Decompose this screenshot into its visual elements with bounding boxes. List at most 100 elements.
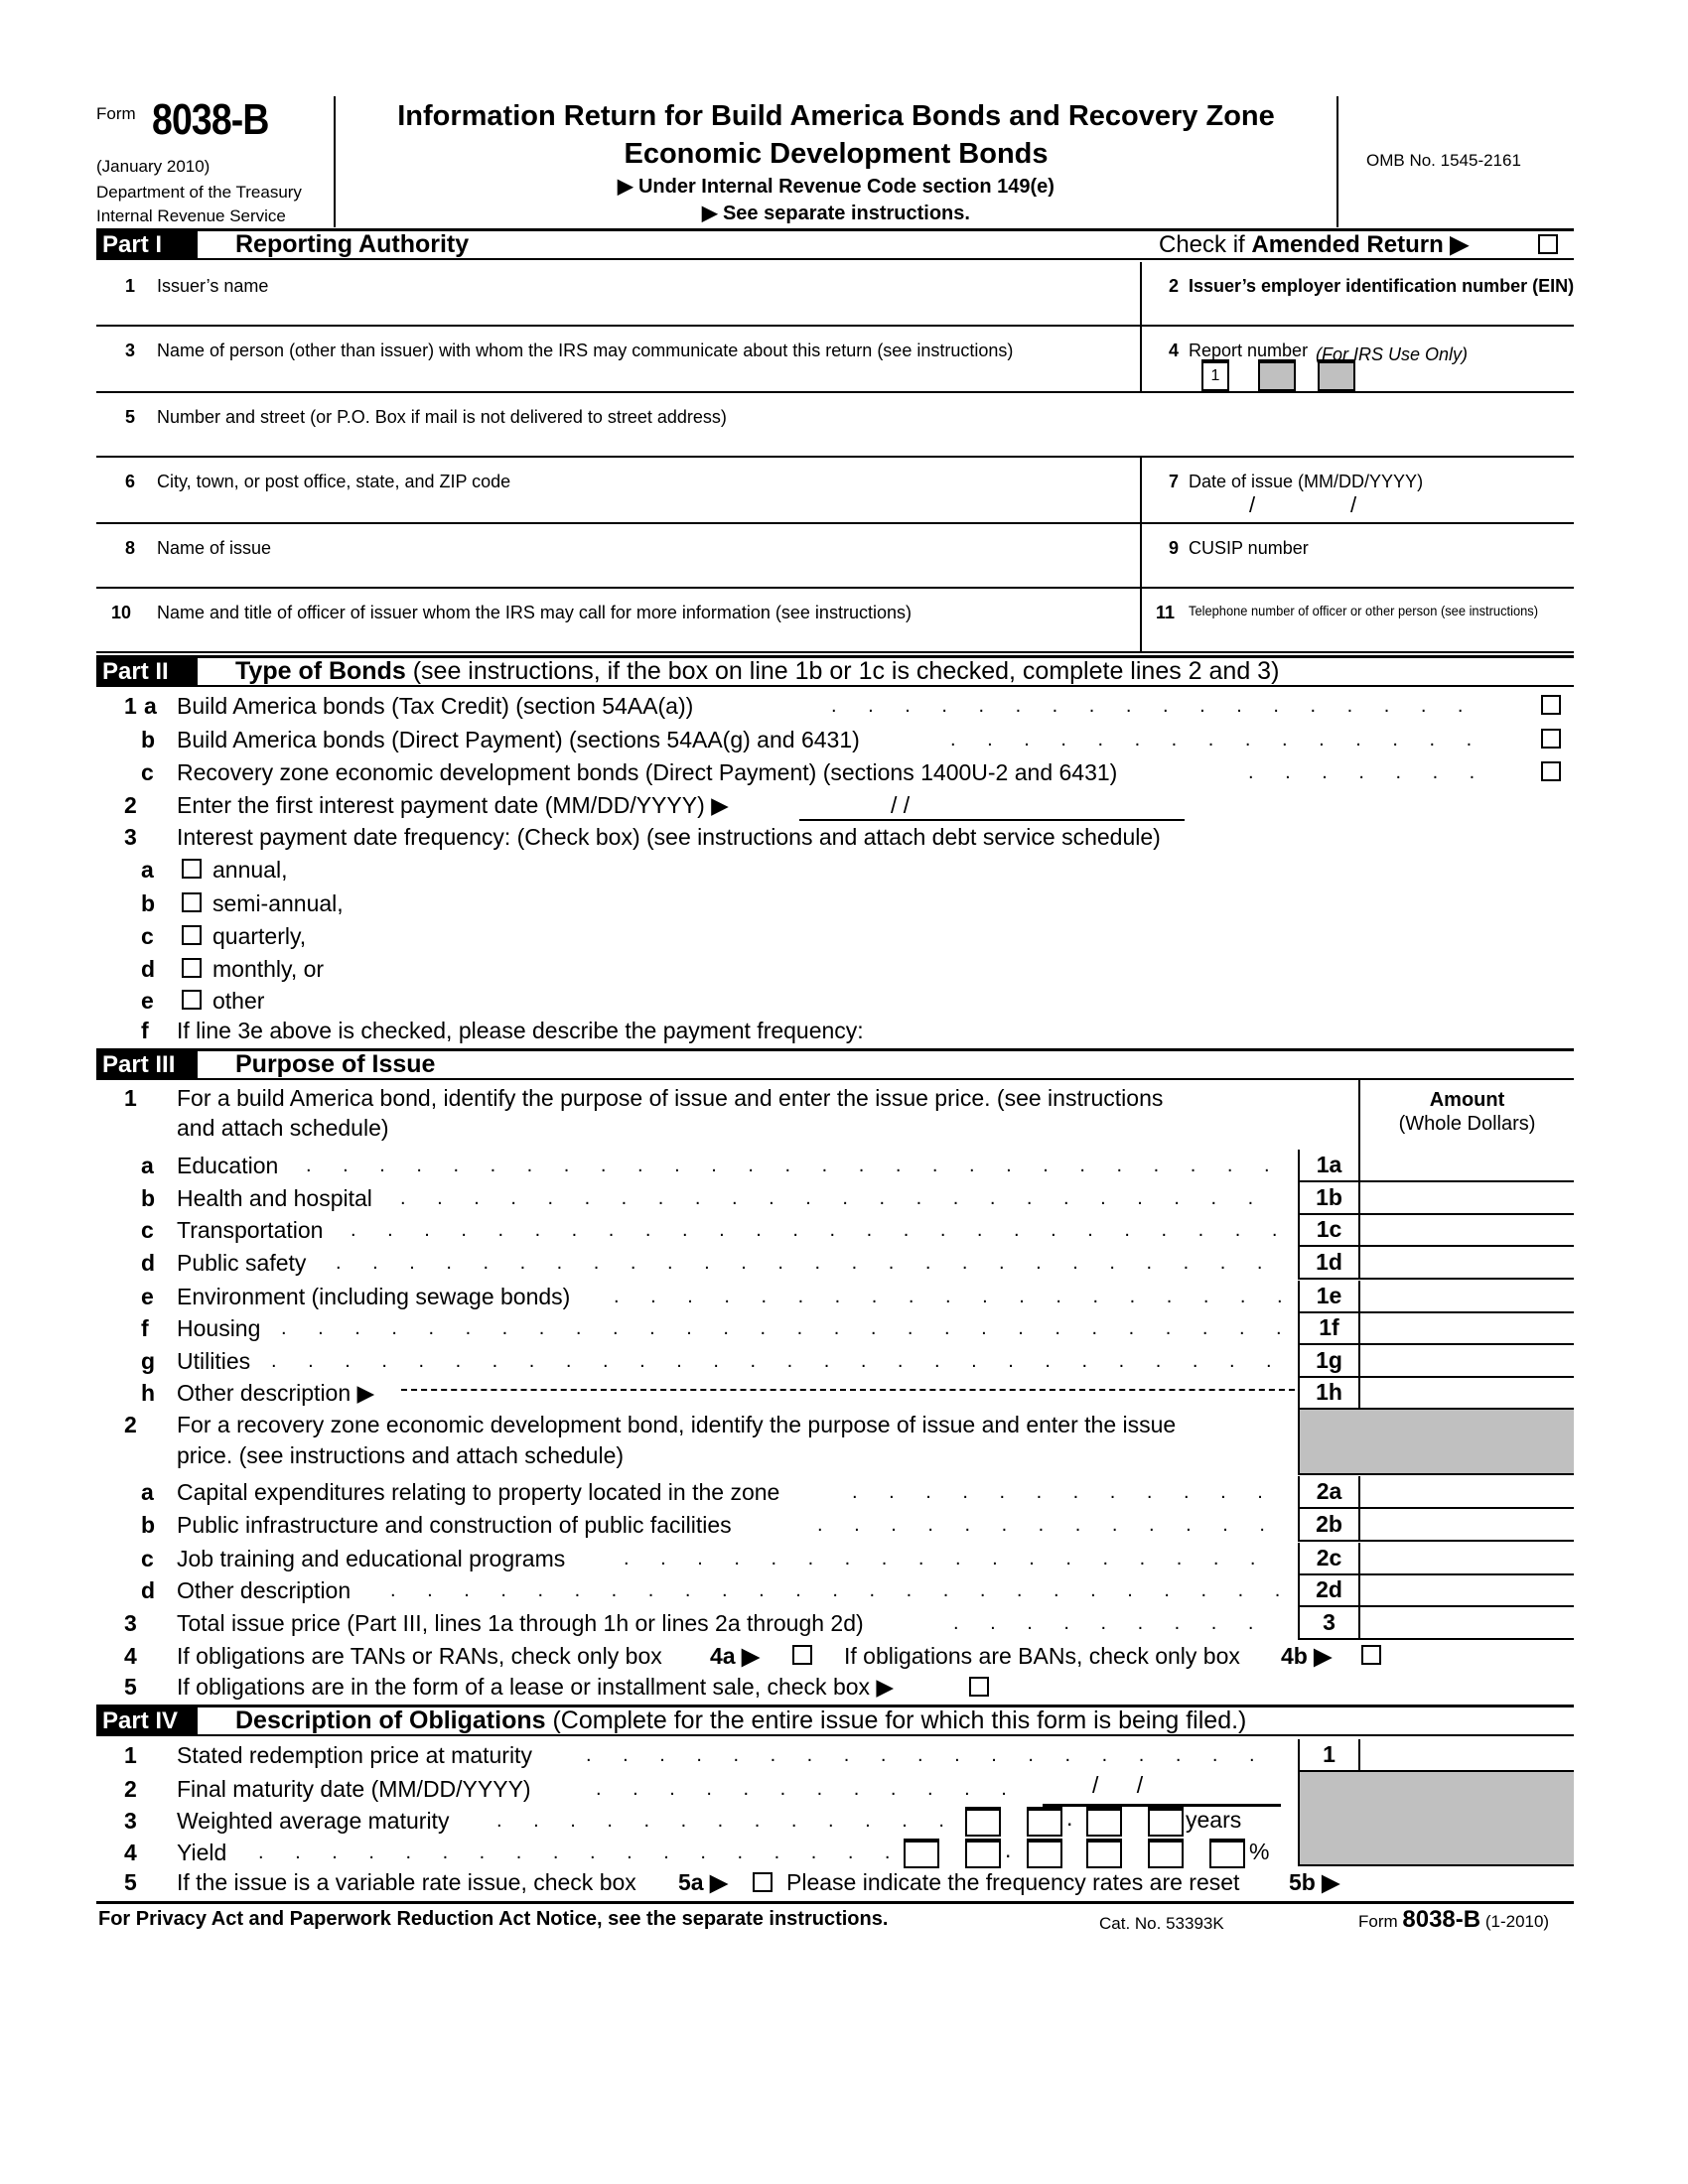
- field-number: 4: [1169, 341, 1180, 360]
- weighted-maturity-digit[interactable]: [965, 1807, 1001, 1837]
- reset-frequency-text: Please indicate the frequency rates are …: [786, 1869, 1240, 1895]
- purpose-row-2a: a Capital expenditures relating to proper…: [96, 1477, 1288, 1507]
- frequency-checkbox-annual[interactable]: [182, 859, 202, 879]
- line-text: Housing: [177, 1315, 261, 1341]
- line-number: 3: [124, 824, 137, 850]
- bans-checkbox-4b[interactable]: [1361, 1645, 1381, 1665]
- field-number: 3: [125, 341, 136, 360]
- bond-type-checkbox-b[interactable]: [1541, 729, 1561, 749]
- frequency-checkbox-quarterly[interactable]: [182, 925, 202, 945]
- yield-digit[interactable]: [904, 1839, 939, 1868]
- field-input-f10[interactable]: [157, 622, 1130, 649]
- line5-lease: 5 If obligations are in the form of a lea…: [96, 1672, 1288, 1702]
- part2-row: c Recovery zone economic development bond…: [96, 757, 1574, 787]
- box-4b-label: 4b ▶: [1281, 1643, 1332, 1669]
- field-number: 6: [125, 472, 136, 491]
- line-box-label: 2c: [1298, 1543, 1358, 1575]
- line-text: If the issue is a variable rate issue, c…: [177, 1869, 636, 1895]
- percent-unit: %: [1249, 1839, 1270, 1864]
- part2-title: Type of Bonds: [235, 657, 406, 685]
- line-text: Final maturity date (MM/DD/YYYY): [177, 1776, 531, 1802]
- redemption-price-input[interactable]: [1358, 1739, 1574, 1772]
- part4-header: Part IV Description of Obligations (Comp…: [96, 1705, 1574, 1736]
- yield-digit[interactable]: [1209, 1839, 1245, 1868]
- amended-prefix: Check if: [1159, 231, 1252, 258]
- amended-return-checkbox[interactable]: [1538, 234, 1558, 254]
- bond-type-checkbox-a[interactable]: [1541, 695, 1561, 715]
- field-input-f8[interactable]: [157, 558, 1130, 585]
- other-description-input[interactable]: [401, 1389, 1295, 1391]
- line-text: annual,: [212, 857, 288, 883]
- field-input-f6[interactable]: [157, 491, 1130, 520]
- purpose-intro-1-cont: and attach schedule): [96, 1113, 1288, 1143]
- dot-leader: . . . . . . . . . . . . . . . . . . . . …: [953, 1612, 1281, 1634]
- yield-digit[interactable]: [1086, 1839, 1122, 1868]
- agency: Internal Revenue Service: [96, 206, 286, 225]
- lease-checkbox[interactable]: [969, 1677, 989, 1697]
- field-input-f11[interactable]: [1152, 622, 1569, 649]
- field-label-f9: CUSIP number: [1189, 538, 1309, 558]
- yield-digit[interactable]: [965, 1839, 1001, 1868]
- field-input-f2[interactable]: [1152, 296, 1569, 323]
- weighted-maturity-row: 3 Weighted average maturity: [96, 1806, 1288, 1836]
- form-word: Form: [96, 104, 136, 123]
- line-text: and attach schedule): [177, 1115, 389, 1141]
- final-maturity-date-input[interactable]: [1043, 1774, 1281, 1804]
- line-text: Environment (including sewage bonds): [177, 1284, 571, 1309]
- variable-rate-checkbox-5a[interactable]: [753, 1872, 773, 1892]
- field-number: 2: [1169, 276, 1180, 296]
- bond-type-checkbox-c[interactable]: [1541, 761, 1561, 781]
- weighted-maturity-digit[interactable]: [1148, 1807, 1184, 1837]
- amount-input-1g[interactable]: [1358, 1345, 1574, 1378]
- frequency-checkbox-semiannual[interactable]: [182, 892, 202, 912]
- yield-digit[interactable]: [1148, 1839, 1184, 1868]
- first-interest-date-input[interactable]: [799, 790, 1185, 820]
- box-5a-label: 5a ▶: [678, 1869, 728, 1895]
- amount-input-1a[interactable]: [1358, 1150, 1574, 1182]
- field-number: 5: [125, 407, 136, 427]
- amount-input-2b[interactable]: [1358, 1509, 1574, 1542]
- box-5b-label: 5b ▶: [1289, 1869, 1339, 1895]
- part2-row: 1 a Build America bonds (Tax Credit) (sect…: [96, 691, 1574, 721]
- line-text: Public safety: [177, 1250, 307, 1276]
- amount-input-1e[interactable]: [1358, 1281, 1574, 1313]
- amount-input-1c[interactable]: [1358, 1214, 1574, 1247]
- rule: [96, 391, 1574, 393]
- line-text: other: [212, 988, 265, 1014]
- amount-input-1d[interactable]: [1358, 1247, 1574, 1280]
- tans-rans-checkbox-4a[interactable]: [792, 1645, 812, 1665]
- part4-label: Part IV: [96, 1707, 198, 1734]
- amount-input-2c[interactable]: [1358, 1543, 1574, 1575]
- field-input-f5[interactable]: [157, 427, 1567, 454]
- amount-input-1b[interactable]: [1358, 1182, 1574, 1215]
- dot-leader: . . . . . . . . . . . . . . . . . . . . …: [496, 1810, 943, 1832]
- total-issue-price-input[interactable]: [1358, 1607, 1574, 1640]
- field-input-f7[interactable]: [1152, 491, 1569, 520]
- dot-leader: . . . . . . . . . . . . . . . . . . . . …: [817, 1514, 1281, 1536]
- amount-input-1f[interactable]: [1358, 1312, 1574, 1345]
- part2-title-note: (see instructions, if the box on line 1b…: [405, 657, 1280, 685]
- privacy-notice: For Privacy Act and Paperwork Reduction …: [98, 1908, 889, 1930]
- amount-input-2a[interactable]: [1358, 1476, 1574, 1509]
- field-input-f9[interactable]: [1152, 558, 1569, 585]
- amended-label: Amended Return ▶: [1251, 231, 1469, 258]
- part2-header: Part II Type of Bonds (see instructions,…: [96, 655, 1574, 687]
- part2-row: f If line 3e above is checked, please des…: [96, 1016, 1574, 1045]
- field-number: 9: [1169, 538, 1180, 558]
- yield-digit[interactable]: [1027, 1839, 1062, 1868]
- field-input-f3[interactable]: [157, 360, 1130, 389]
- line-text: semi-annual,: [212, 890, 344, 916]
- weighted-maturity-digit[interactable]: [1086, 1807, 1122, 1837]
- line-text: Capital expenditures relating to propert…: [177, 1479, 780, 1505]
- frequency-checkbox-other[interactable]: [182, 990, 202, 1010]
- field-number: 11: [1156, 603, 1176, 622]
- part1-label: Part I: [96, 231, 198, 258]
- amount-input-2d[interactable]: [1358, 1574, 1574, 1607]
- weighted-maturity-digit[interactable]: [1027, 1807, 1062, 1837]
- frequency-checkbox-monthlyor[interactable]: [182, 958, 202, 978]
- line-letter: b: [141, 890, 156, 916]
- amount-input-1h[interactable]: [1358, 1377, 1574, 1410]
- field-input-f1[interactable]: [157, 296, 1130, 323]
- line-letter: e: [141, 1284, 154, 1309]
- department: Department of the Treasury: [96, 183, 302, 202]
